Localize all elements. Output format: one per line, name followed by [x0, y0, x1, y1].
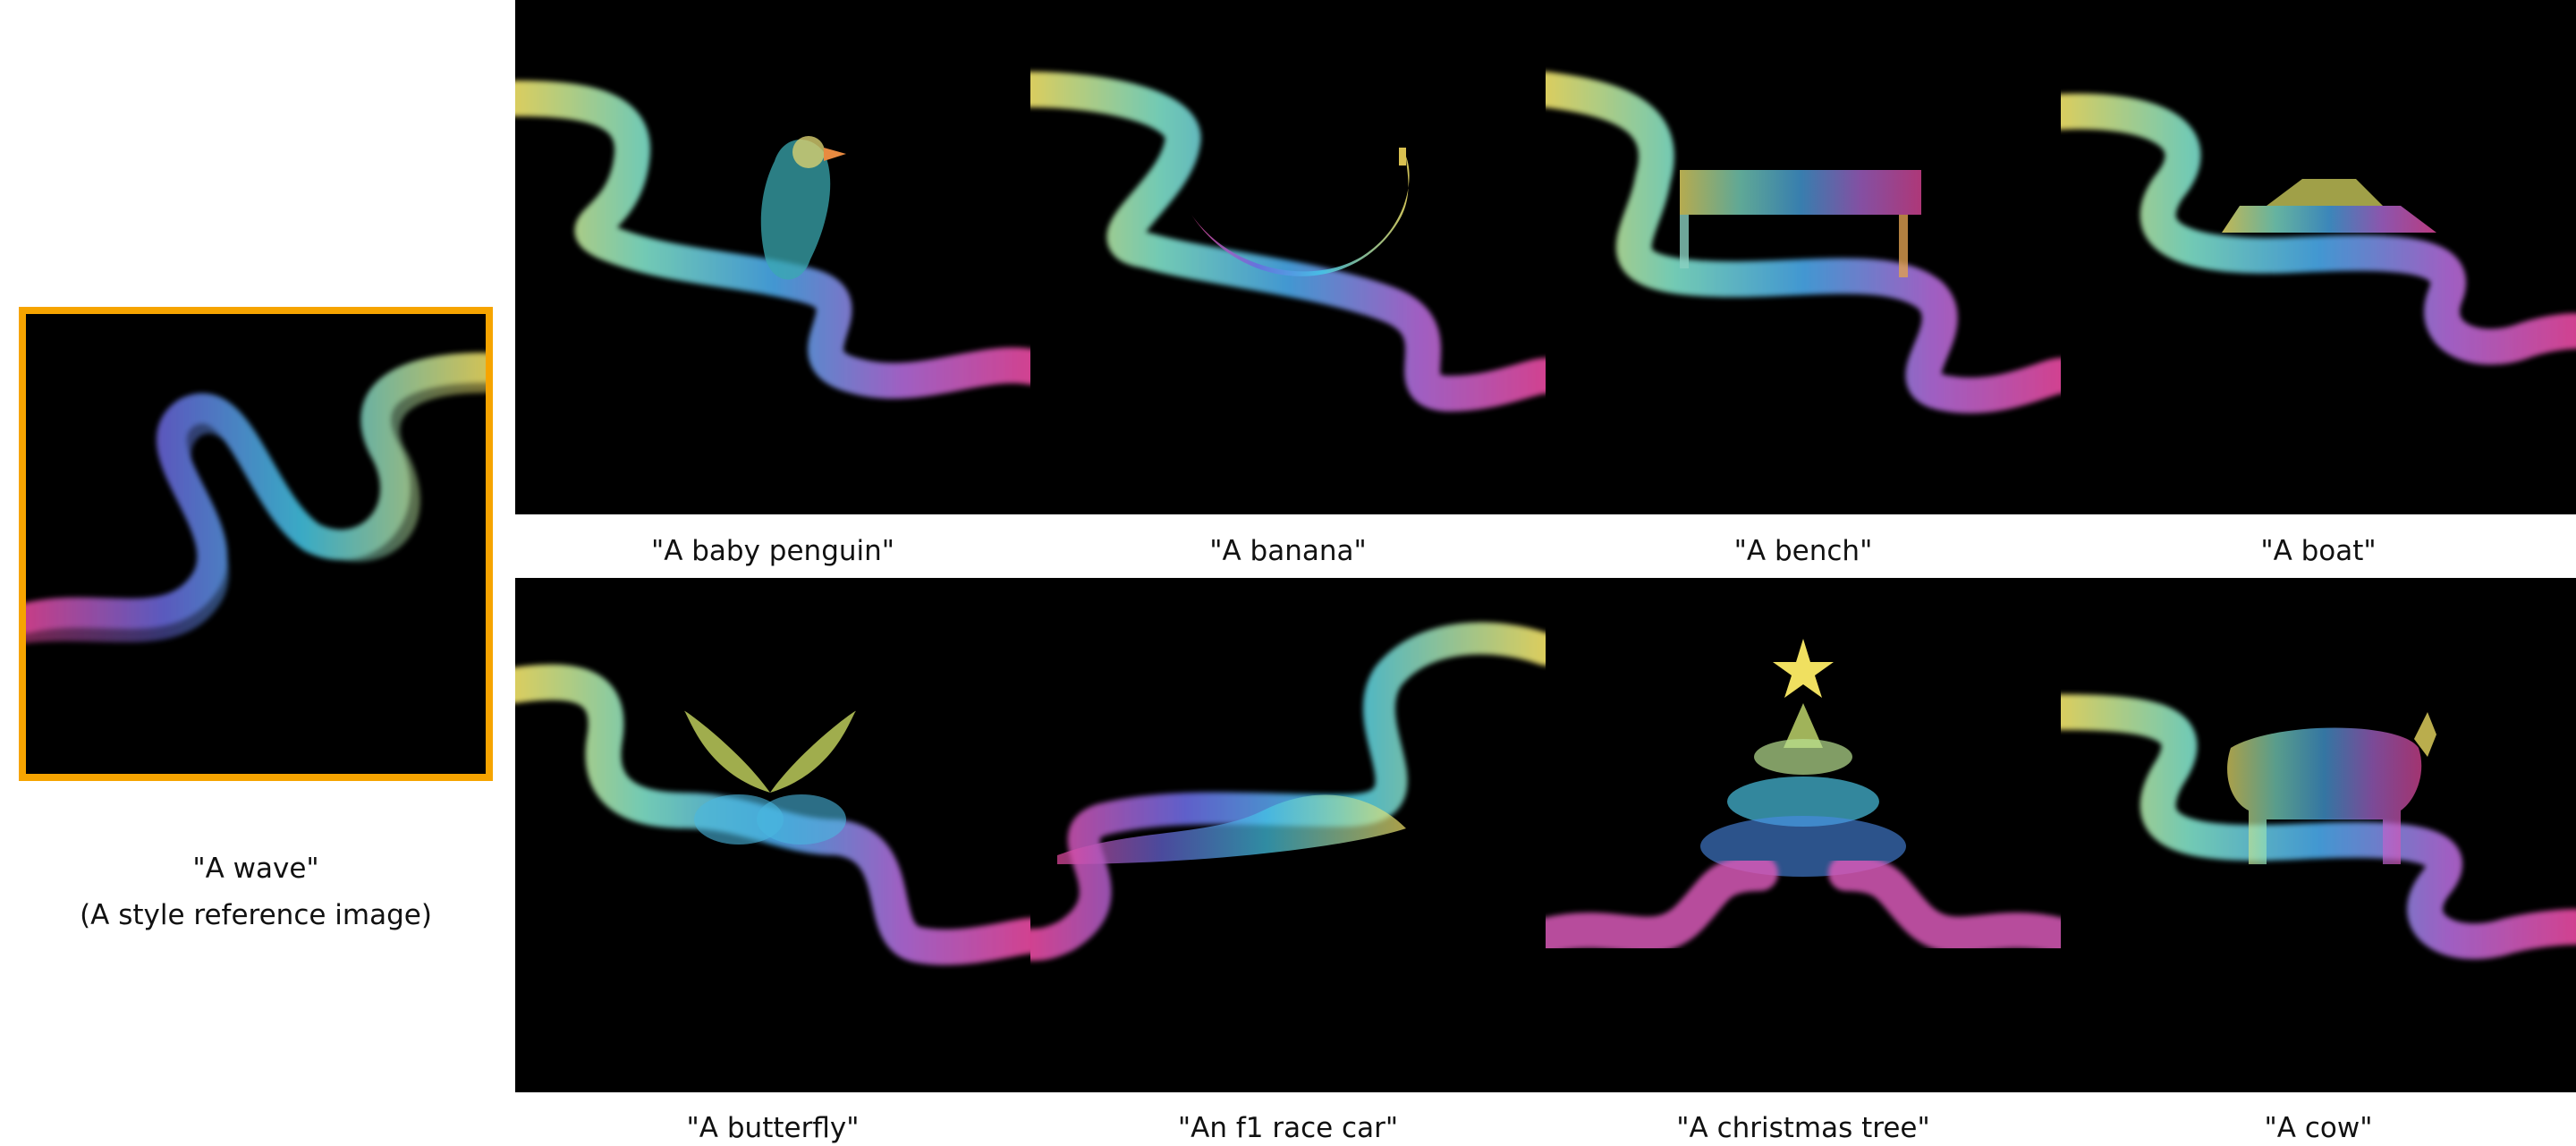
- reference-caption-subtitle: (A style reference image): [80, 899, 432, 931]
- generated-image-christmas-tree: [1546, 578, 2061, 1092]
- caption-butterfly: "A butterfly": [686, 1112, 860, 1144]
- generated-image-f1-race-car: [1030, 578, 1546, 1092]
- generated-image-banana: [1030, 0, 1546, 514]
- reference-caption: "A wave" (A style reference image): [0, 845, 512, 938]
- reference-image: [19, 307, 493, 781]
- caption-baby-penguin: "A baby penguin": [650, 535, 895, 567]
- reference-wave-image: [26, 352, 486, 643]
- caption-boat: "A boat": [2260, 535, 2377, 567]
- generated-image-butterfly: [515, 578, 1030, 1092]
- caption-banana: "A banana": [1209, 535, 1367, 567]
- caption-bench: "A bench": [1733, 535, 1873, 567]
- caption-cow: "A cow": [2264, 1112, 2373, 1144]
- reference-caption-title: "A wave": [192, 853, 319, 885]
- generated-image-bench: [1546, 0, 2061, 514]
- caption-f1-race-car: "An f1 race car": [1177, 1112, 1399, 1144]
- generated-image-baby-penguin: [515, 0, 1030, 514]
- generated-image-cow: [2061, 578, 2576, 1092]
- caption-christmas-tree: "A christmas tree": [1676, 1112, 1930, 1144]
- generated-image-boat: [2061, 0, 2576, 514]
